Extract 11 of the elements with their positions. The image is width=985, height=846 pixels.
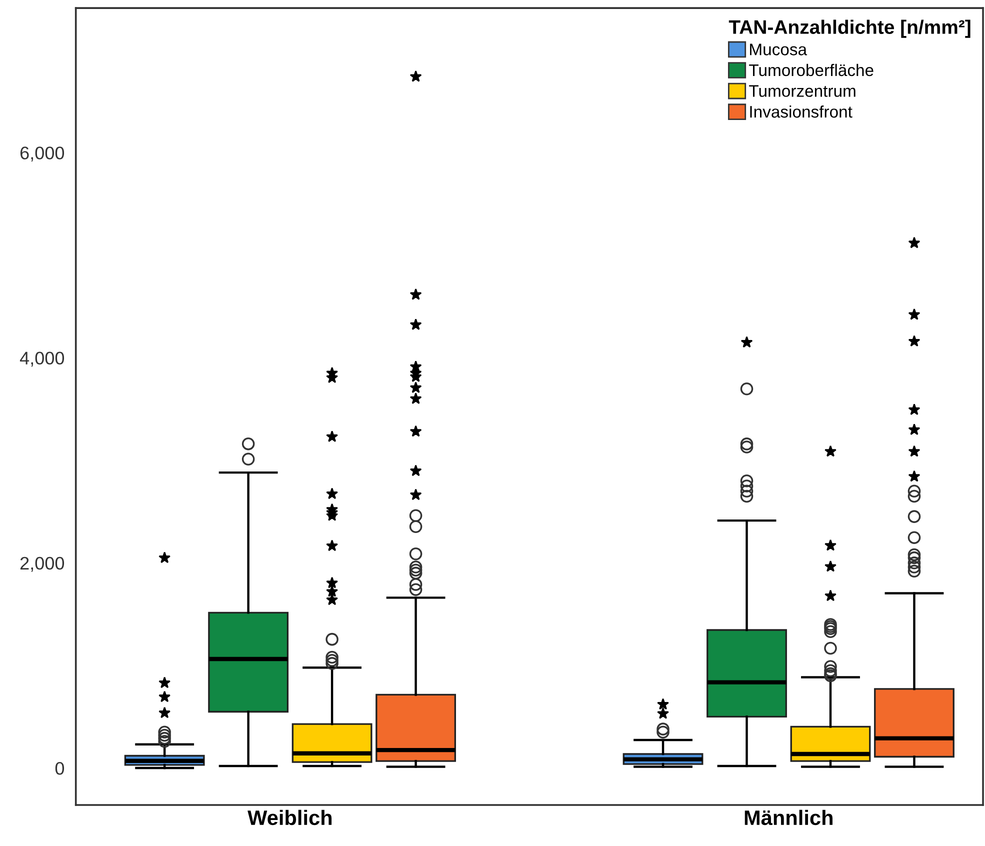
legend-title: TAN-Anzahldichte [n/mm²]: [728, 20, 970, 38]
legend-label: Mucosa: [750, 44, 808, 56]
legend-label: Tumoroberfläche: [749, 64, 874, 76]
y-tick-label: 4,000: [20, 352, 64, 367]
legend-label: Tumorzentrum: [749, 85, 856, 97]
x-tick-label: Männlich: [744, 810, 832, 826]
x-tick-label: Weiblich: [248, 810, 332, 826]
legend-label: Invasionsfront: [750, 105, 852, 118]
y-tick-label: 0: [55, 762, 64, 775]
y-tick-label: 6,000: [20, 146, 64, 162]
y-tick-label: 2,000: [20, 556, 64, 572]
